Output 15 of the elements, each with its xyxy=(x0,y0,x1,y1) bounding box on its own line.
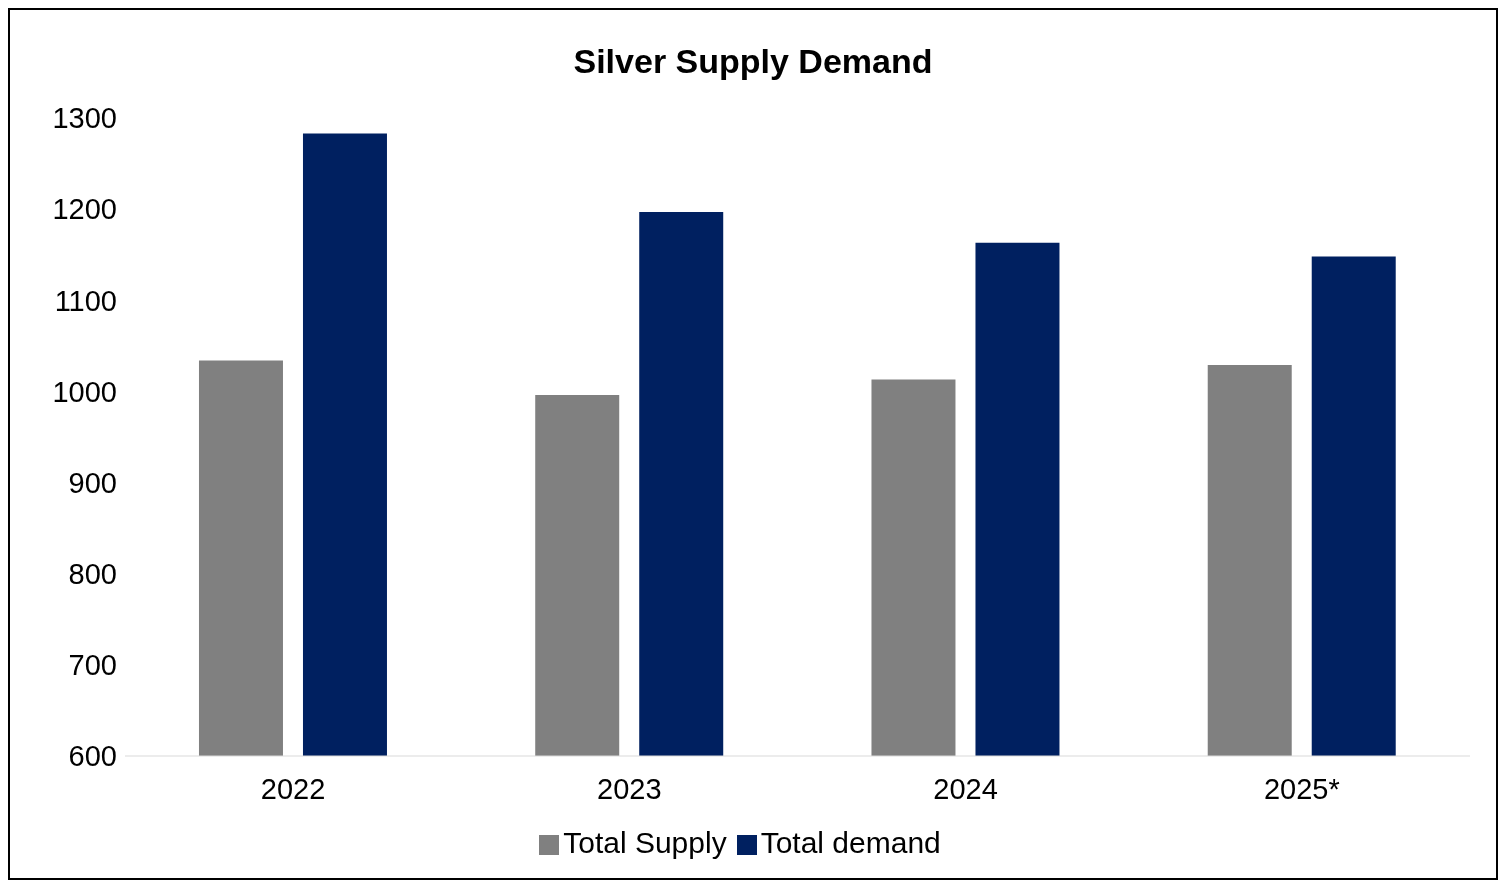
y-tick-label: 1100 xyxy=(54,284,117,317)
x-tick-label: 2024 xyxy=(933,772,998,805)
x-tick-label: 2023 xyxy=(597,772,662,805)
legend-label: Total Supply xyxy=(563,826,727,859)
y-tick-label: 700 xyxy=(68,649,117,682)
y-tick-label: 800 xyxy=(68,558,117,591)
x-tick-label: 2022 xyxy=(260,772,326,805)
y-tick-label: 1300 xyxy=(52,102,117,135)
y-tick-label: 1200 xyxy=(52,193,117,226)
legend-label: Total demand xyxy=(760,826,941,859)
y-tick-label: 1000 xyxy=(52,375,117,408)
y-tick-label: 600 xyxy=(68,740,117,773)
chart-title: Silver Supply Demand xyxy=(572,42,934,81)
y-tick-label: 900 xyxy=(68,466,117,499)
x-tick-label: 2025* xyxy=(1263,772,1340,805)
